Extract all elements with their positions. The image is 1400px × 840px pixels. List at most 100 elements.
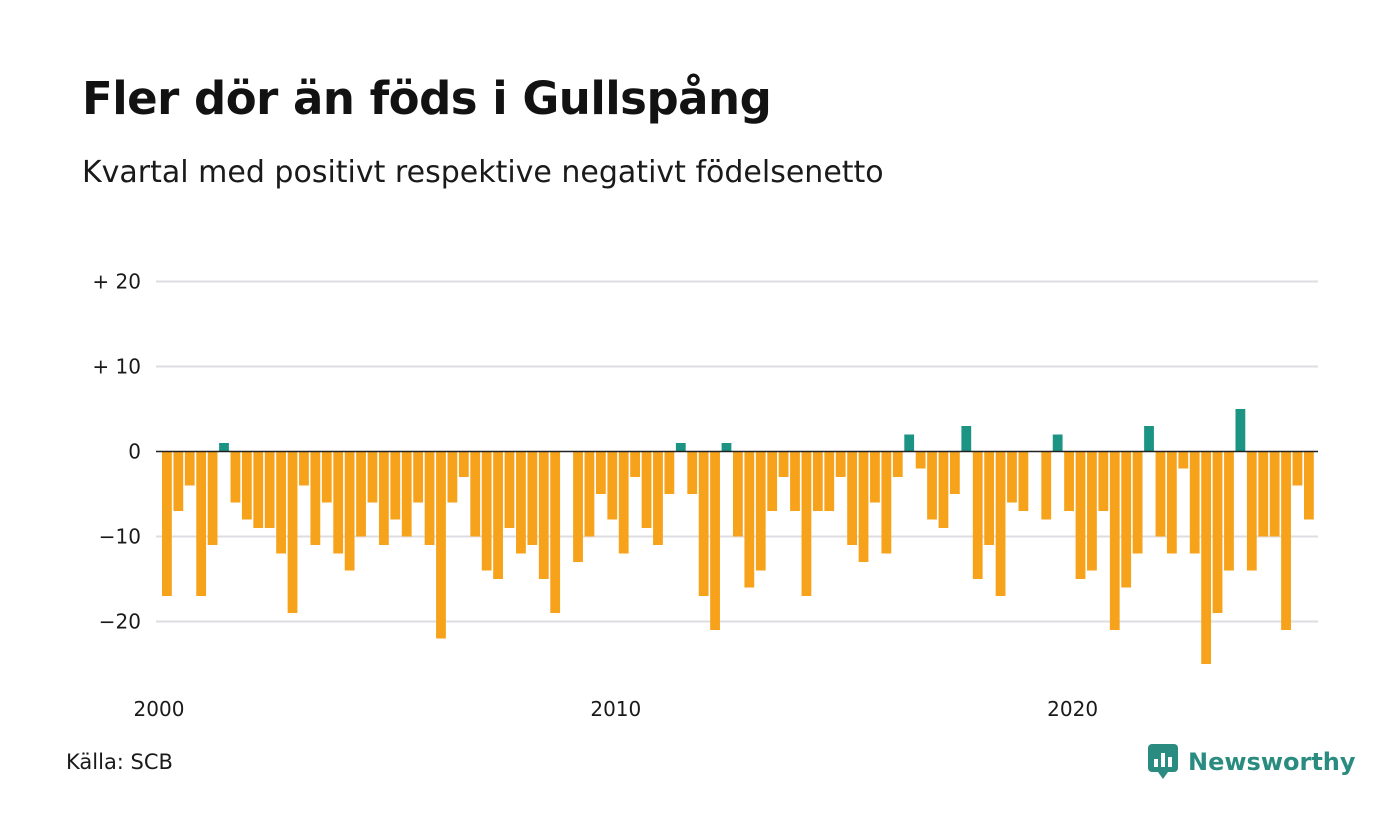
bar-negative: [949, 451, 960, 494]
bar-negative: [344, 451, 355, 571]
bar-negative: [995, 451, 1006, 596]
bar-negative: [858, 451, 869, 562]
bar-negative: [162, 451, 172, 596]
bar-negative: [367, 451, 378, 503]
y-axis-labels: + 20 + 10 0 −10 −20: [92, 270, 141, 634]
x-tick-label: 2020: [1047, 697, 1098, 721]
source-note: Källa: SCB: [66, 750, 173, 774]
bar-positive: [961, 426, 972, 452]
bar-negative: [321, 451, 332, 503]
bar-negative: [1064, 451, 1074, 511]
bar-negative: [1075, 451, 1086, 579]
bar-negative: [424, 451, 435, 545]
bar-negative: [173, 451, 184, 511]
bar-negative: [538, 451, 549, 579]
brand-name: Newsworthy: [1188, 748, 1356, 776]
bar-negative: [984, 451, 995, 545]
brand-logo: Newsworthy: [1148, 744, 1356, 780]
bar-negative: [481, 451, 492, 571]
bar-negative: [1121, 451, 1132, 588]
bar-negative: [299, 451, 309, 486]
bar-positive: [1052, 434, 1063, 452]
bar-negative: [824, 451, 835, 511]
bar-negative: [310, 451, 321, 545]
bar-negative: [1018, 451, 1029, 511]
bar-negative: [664, 451, 675, 494]
bar-negative: [378, 451, 389, 545]
bar-negative: [938, 451, 949, 528]
bar-negative: [744, 451, 755, 588]
bar-negative: [1132, 451, 1143, 554]
bar-negative: [550, 451, 561, 613]
bar-negative: [595, 451, 606, 494]
x-tick-label: 2000: [134, 697, 185, 721]
bar-negative: [1269, 451, 1280, 537]
bar-negative: [573, 451, 583, 562]
x-tick-label: 2010: [590, 697, 641, 721]
bar-negative: [241, 451, 252, 520]
bar-negative: [264, 451, 275, 528]
bar-negative: [927, 451, 937, 520]
bar-negative: [778, 451, 789, 477]
bar-negative: [1087, 451, 1097, 571]
chart-title: Fler dör än föds i Gullspång: [82, 72, 772, 125]
y-tick-label: −20: [99, 610, 141, 634]
bar-negative: [516, 451, 526, 554]
bar-negative: [1155, 451, 1166, 537]
bar-negative: [458, 451, 469, 477]
bar-negative: [276, 451, 286, 554]
bar-negative: [630, 451, 641, 477]
bar-negative: [470, 451, 481, 537]
bar-negative: [287, 451, 298, 613]
bar-positive: [1235, 409, 1246, 452]
bar-negative: [196, 451, 207, 596]
bar-negative: [1098, 451, 1109, 511]
bar-negative: [733, 451, 743, 537]
bar-negative: [767, 451, 778, 511]
bar-positive: [1144, 426, 1154, 452]
bar-negative: [892, 451, 903, 477]
bar-negative: [1201, 451, 1212, 664]
bar-series: [162, 409, 1314, 664]
bar-negative: [333, 451, 344, 554]
bar-negative: [812, 451, 823, 511]
bar-negative: [207, 451, 218, 545]
bar-negative: [790, 451, 800, 511]
bar-negative: [972, 451, 983, 579]
bar-negative: [1292, 451, 1303, 486]
chart-subtitle: Kvartal med positivt respektive negativt…: [82, 155, 884, 190]
bar-negative: [413, 451, 424, 503]
bar-negative: [1246, 451, 1257, 571]
bar-negative: [1007, 451, 1017, 503]
y-tick-label: + 20: [92, 270, 141, 294]
bar-negative: [607, 451, 618, 520]
newsworthy-logo-icon: [1148, 744, 1178, 779]
y-tick-label: −10: [99, 525, 141, 549]
bar-negative: [881, 451, 892, 554]
bar-negative: [356, 451, 366, 537]
bar-negative: [1224, 451, 1234, 571]
bar-negative: [1258, 451, 1269, 537]
bar-negative: [1281, 451, 1291, 630]
bar-negative: [390, 451, 401, 520]
bar-negative: [584, 451, 595, 537]
bar-negative: [1304, 451, 1314, 520]
bar-negative: [436, 451, 446, 639]
bar-negative: [493, 451, 503, 579]
bar-negative: [1189, 451, 1200, 554]
bar-negative: [1109, 451, 1120, 630]
bar-negative: [641, 451, 652, 528]
bar-negative: [835, 451, 846, 477]
y-tick-label: + 10: [92, 355, 141, 379]
bar-positive: [219, 443, 229, 452]
bar-negative: [698, 451, 709, 596]
bar-negative: [687, 451, 698, 494]
bar-negative: [527, 451, 538, 545]
bar-negative: [710, 451, 720, 630]
bar-negative: [253, 451, 264, 528]
bar-negative: [915, 451, 926, 469]
bar-negative: [653, 451, 663, 545]
bar-negative: [847, 451, 857, 545]
y-tick-label: 0: [128, 440, 141, 464]
bar-negative: [504, 451, 515, 528]
